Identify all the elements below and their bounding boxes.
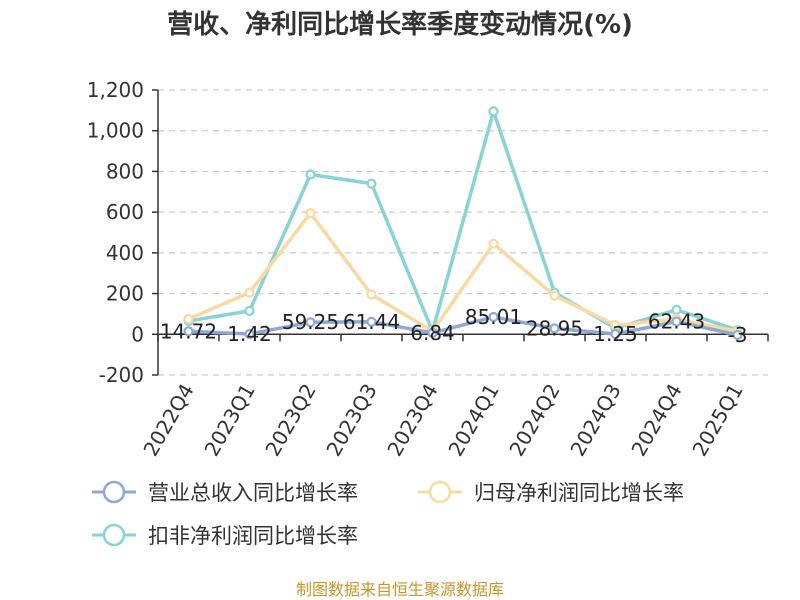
data-point-revenue (671, 316, 682, 327)
x-tick-label: 2023Q2 (260, 380, 320, 461)
legend-label: 扣非净利润同比增长率 (148, 524, 358, 548)
y-tick-label: 400 (106, 241, 144, 265)
legend-label: 营业总收入同比增长率 (148, 481, 358, 505)
data-label: 1.25 (593, 322, 638, 346)
data-label: 1.42 (227, 322, 272, 346)
x-tick-label: 2025Q1 (687, 380, 747, 461)
data-point-revenue (549, 323, 560, 334)
data-point-net_profit (183, 313, 194, 325)
x-tick-label: 2024Q4 (626, 380, 686, 461)
x-tick-label: 2024Q3 (565, 380, 625, 461)
legend-item-revenue: 营业总收入同比增长率 (92, 480, 358, 505)
x-tick-label: 2022Q4 (138, 380, 198, 461)
data-label: 62.43 (648, 310, 705, 334)
grid-lines (158, 89, 768, 376)
data-label: 59.25 (282, 310, 339, 334)
data-point-deducted_profit (305, 169, 316, 180)
data-label: 85.01 (465, 305, 522, 329)
legend-label: 归母净利润同比增长率 (474, 481, 684, 505)
legend-swatch-marker (102, 523, 126, 547)
data-labels: 14.72 1.42 59.25 61.44 6.84 85.01 28.95 1.25 62.… (160, 305, 748, 347)
chart-title: 营收、净利同比增长率季度变动情况(%) (167, 9, 633, 40)
data-point-revenue (488, 311, 499, 323)
data-point-revenue (427, 327, 438, 338)
y-tick-label: 200 (106, 282, 144, 306)
y-tick-label: 800 (106, 159, 144, 183)
data-point-net_profit (305, 208, 316, 219)
data-label: 61.44 (343, 310, 400, 334)
data-point-net_profit (366, 289, 377, 300)
series-line-revenue (186, 315, 740, 337)
series-line-deducted_profit (186, 109, 740, 333)
data-point-deducted_profit (244, 305, 255, 316)
y-tick-label: 1,200 (87, 78, 144, 102)
y-tick-label: -200 (99, 363, 144, 387)
data-point-revenue (610, 328, 621, 340)
data-label: -3 (728, 323, 748, 347)
data-point-revenue (305, 317, 316, 328)
data-point-revenue (183, 326, 194, 337)
data-point-deducted_profit (671, 304, 682, 315)
data-point-revenue (366, 316, 377, 327)
data-point-net_profit (488, 238, 499, 249)
x-tick-label: 2023Q4 (382, 380, 442, 461)
x-tick-label: 2023Q3 (321, 380, 381, 461)
data-point-net_profit (244, 287, 255, 298)
x-tick-label: 2024Q2 (504, 380, 564, 461)
data-point-net_profit (549, 290, 560, 301)
data-point-revenue (244, 328, 255, 340)
legend-swatch-marker (428, 480, 452, 504)
y-tick-label: 0 (131, 322, 144, 346)
y-tick-label: 1,000 (87, 119, 144, 143)
source-note: 制图数据来自恒生聚源数据库 (296, 580, 504, 599)
series-line-net_profit (186, 211, 740, 333)
x-tick-label: 2024Q1 (443, 380, 503, 461)
data-point-deducted_profit (488, 106, 499, 117)
x-tick-label: 2023Q1 (199, 380, 259, 461)
data-label: 14.72 (160, 319, 217, 343)
data-point-revenue (732, 329, 743, 340)
legend-swatch-marker (102, 480, 126, 504)
series-lines (183, 106, 743, 340)
legend-item-deducted_profit: 扣非净利润同比增长率 (92, 523, 358, 548)
data-point-deducted_profit (366, 178, 377, 189)
legend-item-net_profit: 归母净利润同比增长率 (418, 480, 684, 505)
data-label: 6.84 (410, 321, 455, 345)
y-tick-label: 600 (106, 200, 144, 224)
data-label: 28.95 (526, 316, 583, 340)
